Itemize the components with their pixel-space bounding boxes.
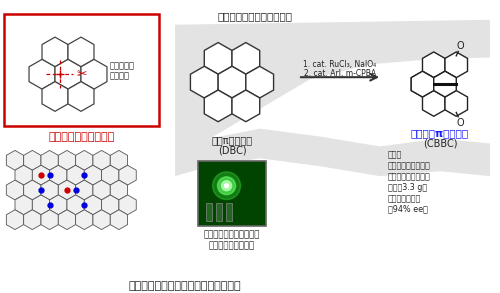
Text: （最大3.3 g）: （最大3.3 g）	[388, 183, 427, 192]
Polygon shape	[41, 150, 58, 170]
Polygon shape	[6, 180, 24, 200]
Circle shape	[212, 172, 240, 200]
FancyBboxPatch shape	[4, 14, 159, 126]
Text: 2. cat. ArI, m-CPBA: 2. cat. ArI, m-CPBA	[304, 69, 376, 78]
Polygon shape	[175, 129, 490, 176]
Polygon shape	[434, 71, 456, 97]
Polygon shape	[24, 150, 41, 170]
Text: 1. cat. RuCl₃, NaIO₄: 1. cat. RuCl₃, NaIO₄	[304, 60, 376, 69]
Polygon shape	[76, 210, 93, 230]
Polygon shape	[84, 165, 102, 185]
Text: (CBBC): (CBBC)	[423, 139, 457, 149]
Polygon shape	[190, 66, 218, 98]
Polygon shape	[110, 180, 128, 200]
Polygon shape	[102, 195, 119, 215]
Text: ✂: ✂	[76, 68, 86, 81]
Polygon shape	[42, 37, 68, 67]
Polygon shape	[50, 165, 67, 185]
Text: 大スケール化が可能: 大スケール化が可能	[388, 172, 431, 181]
Polygon shape	[232, 90, 260, 122]
Polygon shape	[32, 195, 50, 215]
Text: O: O	[456, 40, 464, 50]
Polygon shape	[76, 150, 93, 170]
Polygon shape	[58, 150, 76, 170]
Polygon shape	[68, 37, 94, 67]
Polygon shape	[41, 180, 58, 200]
Circle shape	[224, 184, 228, 188]
Polygon shape	[102, 165, 119, 185]
Polygon shape	[232, 42, 260, 74]
Polygon shape	[422, 91, 445, 116]
Polygon shape	[119, 195, 136, 215]
Polygon shape	[204, 90, 232, 122]
Polygon shape	[84, 195, 102, 215]
Text: O: O	[456, 118, 464, 128]
Polygon shape	[110, 210, 128, 230]
Polygon shape	[93, 210, 110, 230]
Text: ８の字型π共役分子: ８の字型π共役分子	[411, 129, 469, 139]
Polygon shape	[218, 66, 246, 98]
Polygon shape	[67, 195, 84, 215]
Polygon shape	[58, 210, 76, 230]
Text: 不斉合成の実現: 不斉合成の実現	[388, 194, 421, 203]
Circle shape	[222, 181, 232, 191]
FancyBboxPatch shape	[206, 203, 212, 221]
Text: 材料の基盤骨格としての有用性を実証: 材料の基盤骨格としての有用性を実証	[128, 281, 242, 291]
Polygon shape	[411, 71, 434, 97]
Polygon shape	[42, 82, 68, 111]
Text: 触媒的: 触媒的	[388, 150, 402, 159]
Polygon shape	[32, 165, 50, 185]
Polygon shape	[411, 71, 434, 97]
Text: 実用性の高い合成法を開発: 実用性の高い合成法を開発	[218, 11, 292, 21]
Polygon shape	[434, 71, 456, 97]
Polygon shape	[50, 195, 67, 215]
Polygon shape	[93, 150, 110, 170]
Polygon shape	[81, 59, 107, 89]
Polygon shape	[41, 210, 58, 230]
Polygon shape	[246, 66, 274, 98]
FancyBboxPatch shape	[198, 161, 266, 226]
Polygon shape	[24, 210, 41, 230]
Polygon shape	[110, 150, 128, 170]
Polygon shape	[175, 20, 490, 149]
Polygon shape	[58, 180, 76, 200]
Text: （94% ee）: （94% ee）	[388, 205, 428, 214]
Polygon shape	[445, 52, 468, 78]
Polygon shape	[6, 150, 24, 170]
Polygon shape	[24, 180, 41, 200]
Polygon shape	[119, 165, 136, 185]
Text: 熱活性化遅延蛍光に活性: 熱活性化遅延蛍光に活性	[204, 231, 260, 240]
Polygon shape	[445, 91, 468, 116]
Text: 平面π共役分子: 平面π共役分子	[212, 136, 252, 146]
Polygon shape	[29, 59, 55, 89]
Polygon shape	[55, 59, 81, 89]
Polygon shape	[204, 42, 232, 74]
Polygon shape	[6, 210, 24, 230]
Polygon shape	[76, 180, 93, 200]
Text: (DBC): (DBC)	[218, 145, 246, 156]
Text: 骨格内部の: 骨格内部の	[110, 61, 135, 70]
Text: 結合開裂: 結合開裂	[110, 71, 130, 80]
Text: シンプルな発想の転換: シンプルな発想の転換	[49, 132, 115, 142]
Polygon shape	[15, 165, 32, 185]
FancyBboxPatch shape	[216, 203, 222, 221]
Polygon shape	[67, 165, 84, 185]
FancyBboxPatch shape	[226, 203, 232, 221]
Polygon shape	[68, 82, 94, 111]
Polygon shape	[422, 52, 445, 78]
Text: 効率的な円偏光発光: 効率的な円偏光発光	[209, 241, 255, 251]
Polygon shape	[93, 180, 110, 200]
Text: 市販原料から２工程: 市販原料から２工程	[388, 161, 431, 170]
Circle shape	[218, 177, 236, 195]
Polygon shape	[15, 195, 32, 215]
